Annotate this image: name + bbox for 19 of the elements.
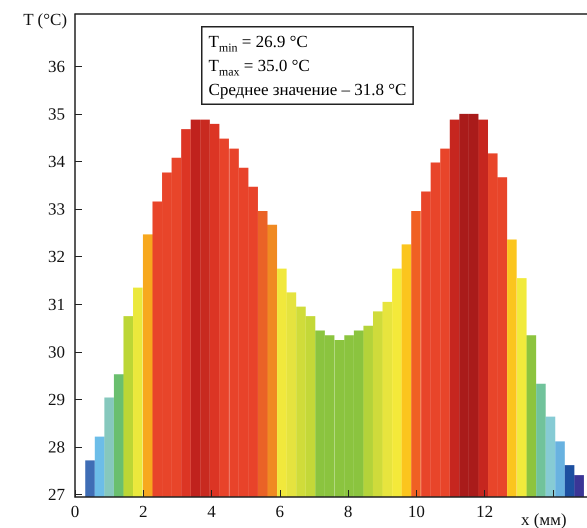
- y-tick-label: 31: [48, 294, 65, 314]
- x-tick-label: 12: [476, 502, 494, 521]
- annotation: Среднее значение – 31.8 °C: [208, 80, 406, 99]
- x-tick-label: 10: [408, 502, 425, 521]
- y-tick-label: 34: [48, 152, 66, 172]
- x-tick-label: 2: [139, 502, 148, 521]
- x-tick-label: 8: [344, 502, 352, 521]
- y-tick-label: 30: [48, 342, 65, 362]
- y-tick-label: 27: [48, 485, 66, 504]
- x-tick-label: 6: [276, 502, 284, 521]
- y-tick-label: 36: [48, 56, 65, 76]
- y-tick-label: 28: [48, 438, 65, 457]
- y-tick-label: 29: [48, 390, 65, 409]
- x-tick-label: 4: [207, 502, 216, 521]
- y-tick-label: 32: [48, 247, 65, 266]
- y-axis-title: T (°C): [23, 10, 67, 29]
- x-tick-label: 0: [70, 502, 80, 521]
- y-tick-label: 33: [48, 200, 65, 219]
- y-tick-label: 35: [48, 104, 65, 124]
